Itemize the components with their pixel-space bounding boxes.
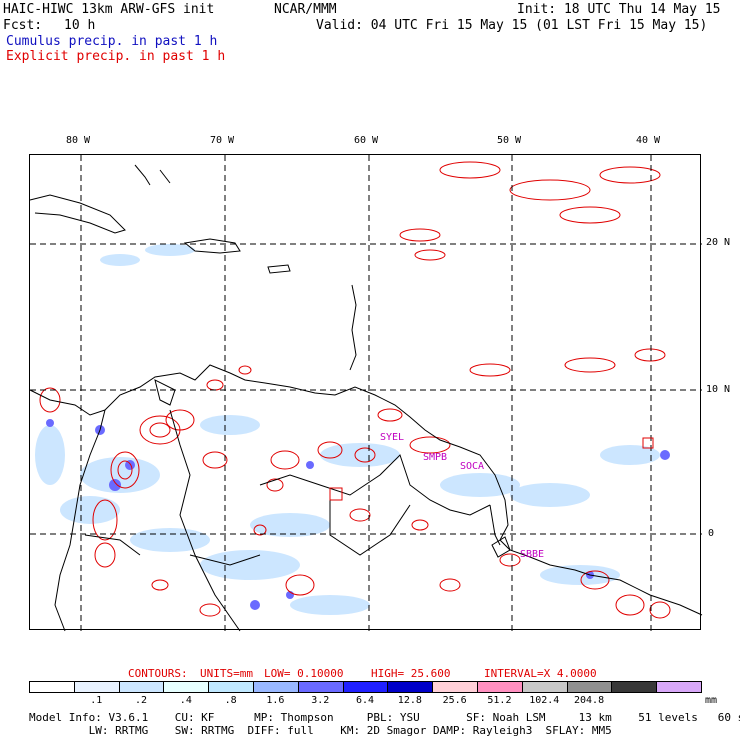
station-markers <box>329 437 654 501</box>
colorbar-swatch <box>297 681 344 693</box>
cumulus-legend: Cumulus precip. in past 1 h <box>6 34 218 49</box>
colorbar-swatch <box>611 681 658 693</box>
latlon-grid <box>30 155 702 631</box>
contours-low: LOW= 0.10000 <box>264 667 344 680</box>
lat-label-0: 0 <box>708 528 715 539</box>
model-info-line2: LW: RRTMG SW: RRTMG DIFF: full KM: 2D Sm… <box>29 724 612 737</box>
colorbar-swatch <box>432 681 478 693</box>
plot-title: HAIC-HIWC 13km ARW-GFS init <box>3 2 215 17</box>
colorbar-swatch <box>656 681 702 693</box>
init-time: Init: 18 UTC Thu 14 May 15 <box>517 2 721 17</box>
org-label: NCAR/MMM <box>274 2 337 17</box>
colorbar-tick-label: .8 <box>224 695 237 706</box>
lon-label-40w: 40 W <box>636 135 661 146</box>
lon-label-50w: 50 W <box>497 135 522 146</box>
coastlines <box>29 164 703 632</box>
contours-high: HIGH= 25.600 <box>371 667 451 680</box>
lon-label-70w: 70 W <box>210 135 235 146</box>
colorbar-tick-label: 6.4 <box>356 695 375 706</box>
colorbar-tick-label: 102.4 <box>529 695 560 706</box>
colorbar-tick-label: 51.2 <box>487 695 512 706</box>
colorbar-tick-label: 3.2 <box>311 695 330 706</box>
colorbar-swatch <box>566 681 613 693</box>
map-canvas <box>29 155 703 632</box>
colorbar-swatch <box>29 681 75 693</box>
contours-interval: INTERVAL=X 4.0000 <box>484 667 597 680</box>
colorbar-unit: mm <box>705 695 718 706</box>
colorbar-tick-label: 204.8 <box>574 695 605 706</box>
model-info-line1: Model Info: V3.6.1 CU: KF MP: Thompson P… <box>29 711 740 724</box>
colorbar-swatch <box>477 681 523 693</box>
colorbar-tick-label: .2 <box>135 695 148 706</box>
explicit-legend: Explicit precip. in past 1 h <box>6 49 226 64</box>
explicit-precip-contours <box>39 161 671 619</box>
cumulus-precip-areas <box>35 244 660 615</box>
colorbar-swatch <box>118 681 165 693</box>
colorbar-swatch <box>342 681 389 693</box>
valid-time: Valid: 04 UTC Fri 15 May 15 (01 LST Fri … <box>316 18 708 33</box>
station-label-smpb: SMPB <box>423 452 448 463</box>
station-label-syel: SYEL <box>380 432 405 443</box>
colorbar-swatch <box>253 681 299 693</box>
colorbar-tick-label: .1 <box>90 695 103 706</box>
colorbar-tick-label: 25.6 <box>442 695 467 706</box>
colorbar-swatch <box>521 681 568 693</box>
lon-label-60w: 60 W <box>354 135 379 146</box>
lat-label-20n: 20 N <box>706 237 731 248</box>
fcst-label: Fcst: <box>3 18 43 33</box>
colorbar-swatch <box>208 681 254 693</box>
lon-label-80w: 80 W <box>66 135 91 146</box>
station-label-soca: SOCA <box>460 461 485 472</box>
fcst-value: 10 h <box>64 18 96 33</box>
colorbar-tick-label: .4 <box>179 695 192 706</box>
station-label-sbbe: SBBE <box>520 549 545 560</box>
colorbar-swatch <box>163 681 210 693</box>
colorbar-swatch <box>73 681 120 693</box>
precip-map: SYEL SMPB SOCA SBBE <box>29 154 703 632</box>
colorbar-swatch <box>387 681 434 693</box>
contours-label: CONTOURS: <box>128 667 188 680</box>
colorbar-tick-label: 1.6 <box>266 695 285 706</box>
contours-units: UNITS=mm <box>200 667 253 680</box>
colorbar-tick-label: 12.8 <box>397 695 422 706</box>
lat-label-10n: 10 N <box>706 384 731 395</box>
